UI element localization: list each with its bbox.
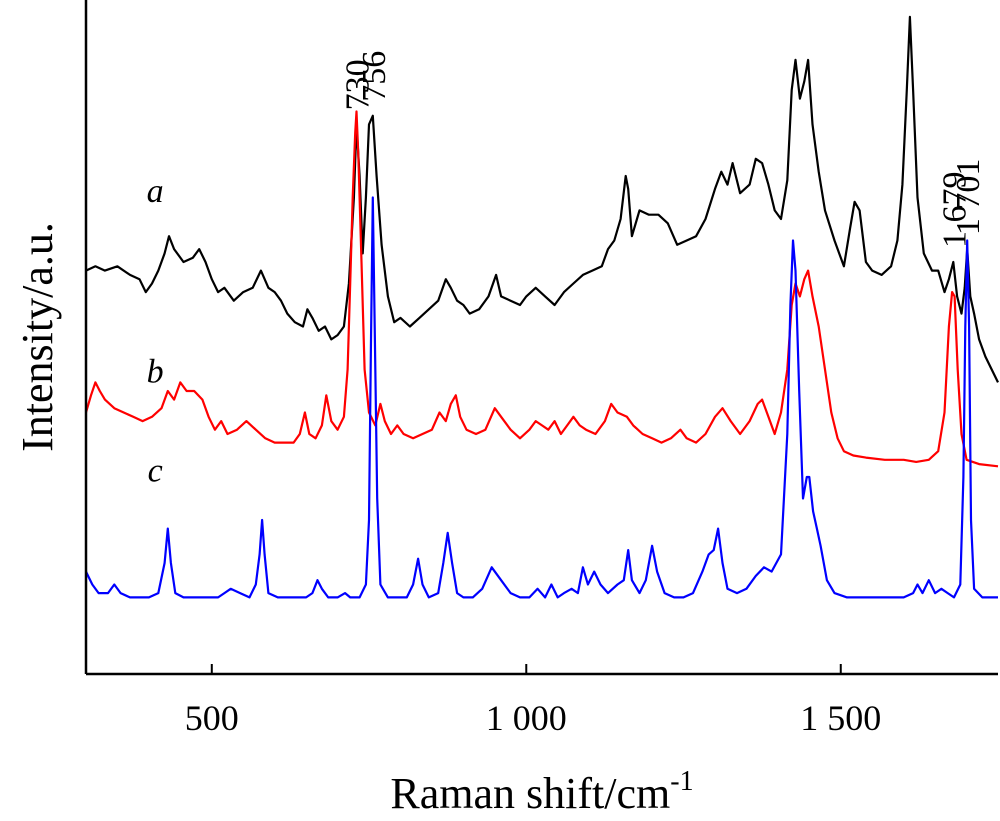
y-axis-label: Intensity/a.u.: [13, 222, 62, 452]
x-tick-label: 1 500: [800, 698, 881, 738]
series-labels-group: a b c: [147, 173, 164, 489]
peak-label: 756: [356, 51, 393, 102]
x-axis-label: Raman shift/cm-1: [390, 766, 693, 818]
spectrum-line-c: [85, 196, 998, 599]
spectrum-line-b: [84, 110, 999, 468]
peak-label: 1 679: [936, 172, 973, 249]
x-ticks-group: 500 1 000 1 500: [185, 664, 881, 738]
series-label-a: a: [147, 173, 164, 210]
peak-label: 1 701: [950, 159, 987, 236]
x-axis-label-superscript: -1: [670, 766, 693, 797]
x-tick-label: 1 000: [486, 698, 567, 738]
series-label-b: b: [147, 353, 164, 390]
peak-label: 730: [340, 59, 377, 110]
x-axis-label-main: Raman shift/cm: [390, 769, 670, 818]
spectrum-line-a: [85, 15, 999, 383]
series-label-c: c: [148, 452, 163, 489]
spectra-group: [84, 15, 999, 599]
x-tick-label: 500: [185, 698, 239, 738]
axes-group: [84, 0, 998, 676]
